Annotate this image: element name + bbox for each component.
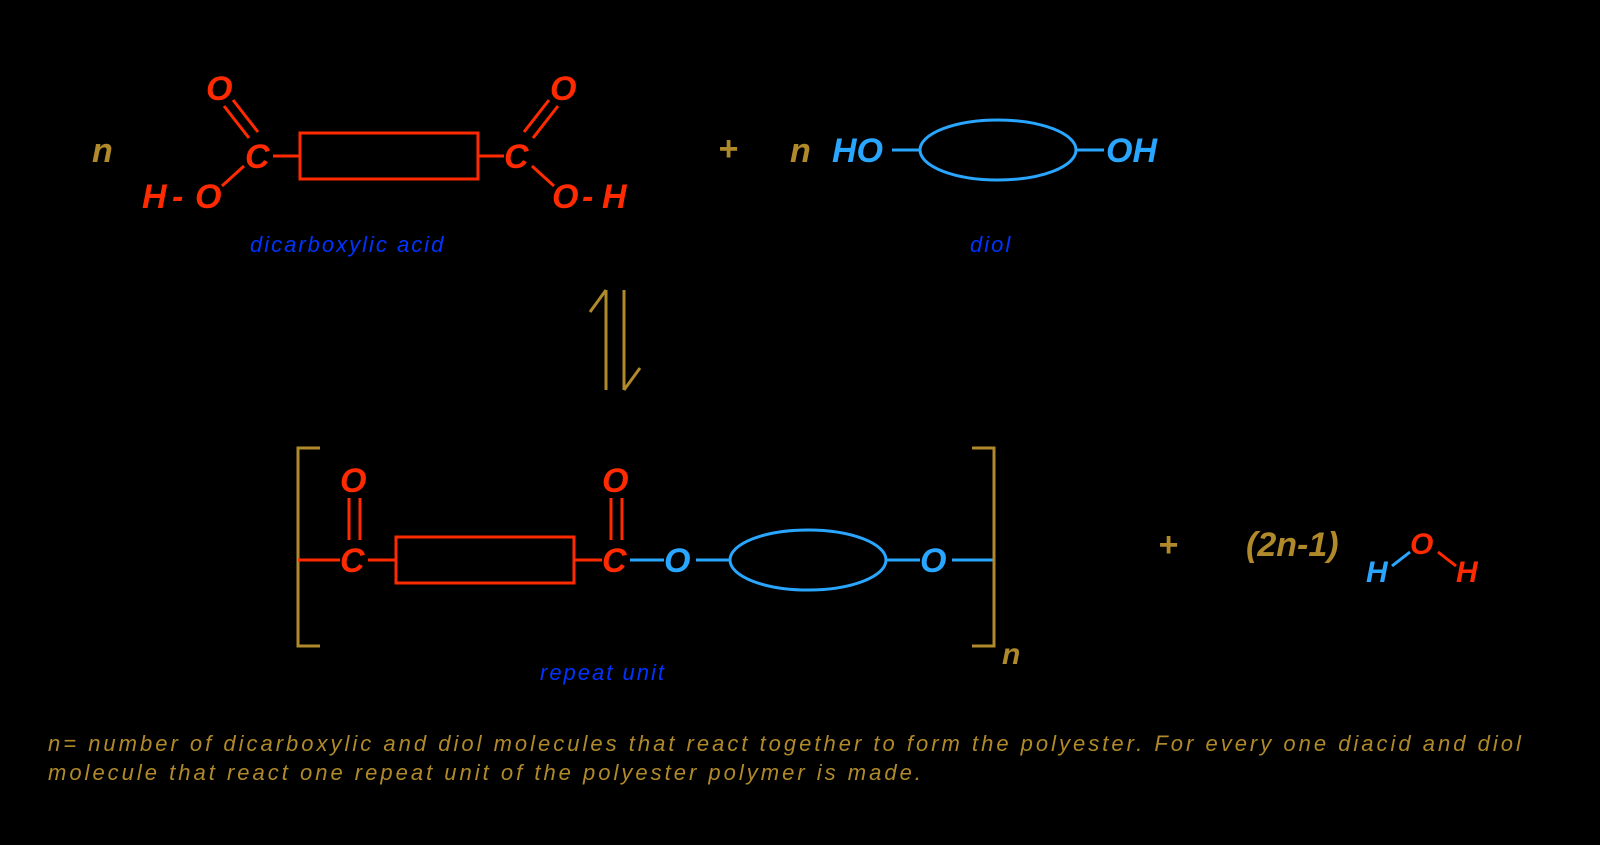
- coef-diol-n: n: [790, 132, 811, 170]
- coef-acid-n: n: [92, 132, 113, 170]
- dicarboxylic-acid-structure: C O O - H C O O - H: [142, 70, 628, 216]
- coef-water: (2n-1): [1246, 526, 1339, 564]
- label-diol: diol: [970, 232, 1012, 258]
- label-dicarboxylic-acid: dicarboxylic acid: [250, 232, 445, 258]
- diol-backbone-ellipse: [920, 120, 1076, 180]
- diol-structure: HO OH: [832, 120, 1158, 180]
- repeat-unit-structure: C O C O O O n: [298, 448, 1020, 671]
- water-H2: H: [1456, 556, 1479, 589]
- acid-left-C: C: [245, 138, 270, 176]
- coef-polymer-n: n: [1002, 638, 1020, 671]
- right-bracket: [972, 448, 994, 646]
- repeat-left-C: C: [340, 542, 365, 580]
- left-bracket: [298, 448, 320, 646]
- repeat-ester-O1: O: [664, 542, 690, 580]
- repeat-right-dblO: O: [602, 462, 628, 500]
- water-structure: H O H: [1366, 528, 1479, 589]
- repeat-right-C: C: [602, 542, 627, 580]
- acid-right-H: H: [602, 178, 628, 216]
- equilibrium-arrows: [590, 290, 640, 390]
- acid-right-O: O: [552, 178, 578, 216]
- repeat-ester-O2: O: [920, 542, 946, 580]
- diol-left-HO: HO: [832, 132, 883, 170]
- acid-right-dblO: O: [550, 70, 576, 108]
- label-repeat-unit: repeat unit: [540, 660, 666, 686]
- acid-backbone-rect: [300, 133, 478, 179]
- water-O: O: [1410, 528, 1433, 561]
- acid-right-C: C: [504, 138, 529, 176]
- repeat-backbone-rect: [396, 537, 574, 583]
- svg-text:-: -: [172, 178, 183, 216]
- reaction-diagram: n C O O - H C O O - H + n HO: [0, 0, 1600, 845]
- acid-left-dblO: O: [206, 70, 232, 108]
- acid-left-H: H: [142, 178, 168, 216]
- plus-reactants: +: [718, 130, 738, 168]
- footnote-text: n= number of dicarboxylic and diol molec…: [48, 730, 1540, 787]
- diol-right-OH: OH: [1106, 132, 1158, 170]
- repeat-backbone-ellipse: [730, 530, 886, 590]
- plus-products: +: [1158, 526, 1178, 564]
- water-H1: H: [1366, 556, 1389, 589]
- svg-text:-: -: [582, 178, 593, 216]
- repeat-left-dblO: O: [340, 462, 366, 500]
- acid-left-O: O: [195, 178, 221, 216]
